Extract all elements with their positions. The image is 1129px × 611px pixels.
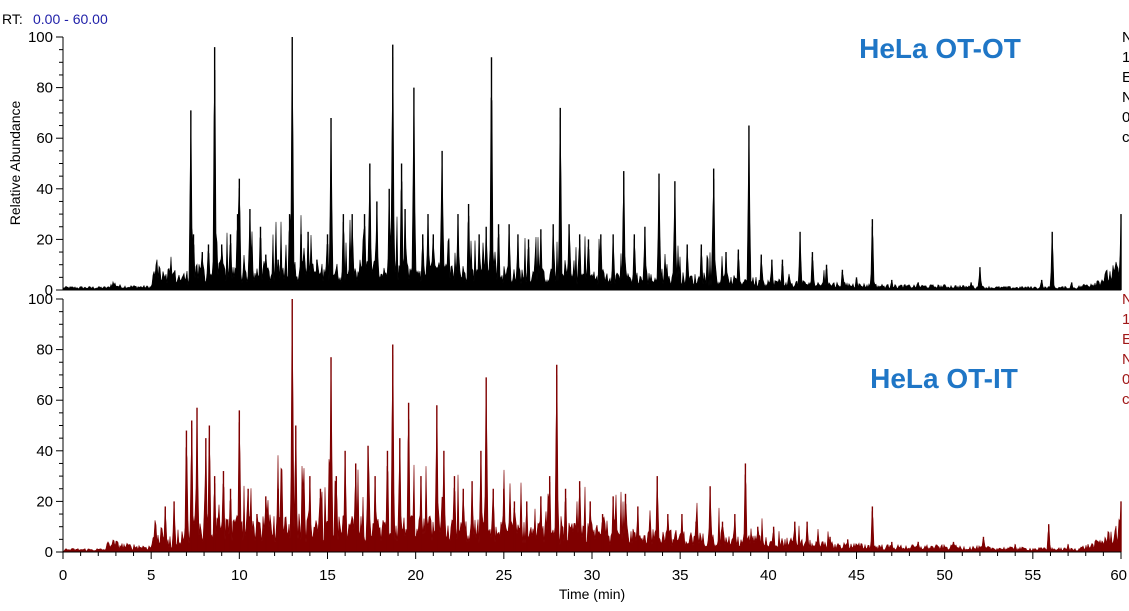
x-tick-label: 10 (231, 567, 248, 584)
x-tick-label: 60 (1110, 567, 1127, 584)
y-tick-label: 100 (28, 29, 53, 46)
x-axis-bottom: 0 5 10 15 20 25 30 35 40 45 50 55 60 (59, 552, 1127, 584)
y-tick-label: 100 (28, 291, 53, 308)
side-info-line: 0 (1122, 109, 1129, 126)
y-tick-label: 20 (36, 493, 53, 510)
rt-range-value: 0.00 - 60.00 (33, 11, 108, 27)
y-tick-label: 0 (45, 544, 53, 561)
panel-title-ot-it: HeLa OT-IT (870, 363, 1018, 394)
x-tick-label: 15 (319, 567, 336, 584)
y-axis-top: 0 20 40 60 80 100 (28, 29, 63, 299)
side-info-line: c (1122, 391, 1129, 408)
side-info-line: N (1122, 351, 1129, 368)
trace-ot-it (62, 299, 1122, 553)
side-info-line: N (1122, 291, 1129, 308)
side-info-line: 0 (1122, 371, 1129, 388)
side-info-line: c (1122, 129, 1129, 146)
side-info-line: N (1122, 29, 1129, 46)
side-info-top: N 1 E N 0 c (1122, 29, 1129, 146)
x-tick-label: 45 (848, 567, 865, 584)
y-tick-label: 20 (36, 231, 53, 248)
x-tick-label: 35 (672, 567, 689, 584)
side-info-line: 1 (1122, 49, 1129, 66)
x-tick-label: 0 (59, 567, 67, 584)
x-tick-label: 5 (147, 567, 155, 584)
y-axis-bottom: 0 20 40 60 80 100 (28, 291, 63, 561)
x-axis-title: Time (min) (559, 586, 625, 602)
x-tick-label: 20 (407, 567, 424, 584)
side-info-line: E (1122, 331, 1129, 348)
rt-label: RT: (2, 11, 23, 27)
x-tick-label: 40 (760, 567, 777, 584)
panel-title-ot-ot: HeLa OT-OT (859, 33, 1021, 64)
side-info-bottom: N 1 E N 0 c (1122, 291, 1129, 408)
y-axis-title: Relative Abundance (7, 101, 23, 226)
y-tick-label: 60 (36, 392, 53, 409)
side-info-line: E (1122, 69, 1129, 86)
x-tick-label: 50 (936, 567, 953, 584)
y-tick-label: 80 (36, 80, 53, 97)
y-tick-label: 0 (45, 282, 53, 299)
y-tick-label: 80 (36, 342, 53, 359)
x-tick-label: 30 (584, 567, 601, 584)
side-info-line: N (1122, 89, 1129, 106)
x-tick-label: 55 (1024, 567, 1041, 584)
trace-area-bottom (62, 309, 1122, 553)
y-tick-label: 40 (36, 181, 53, 198)
panel-ot-ot: 0 20 40 60 80 100 Relative Abundance HeLa OT-… (7, 29, 1129, 299)
y-tick-label: 60 (36, 130, 53, 147)
side-info-line: 1 (1122, 311, 1129, 328)
trace-ot-ot (62, 37, 1122, 291)
x-tick-label: 25 (495, 567, 512, 584)
y-tick-label: 40 (36, 443, 53, 460)
